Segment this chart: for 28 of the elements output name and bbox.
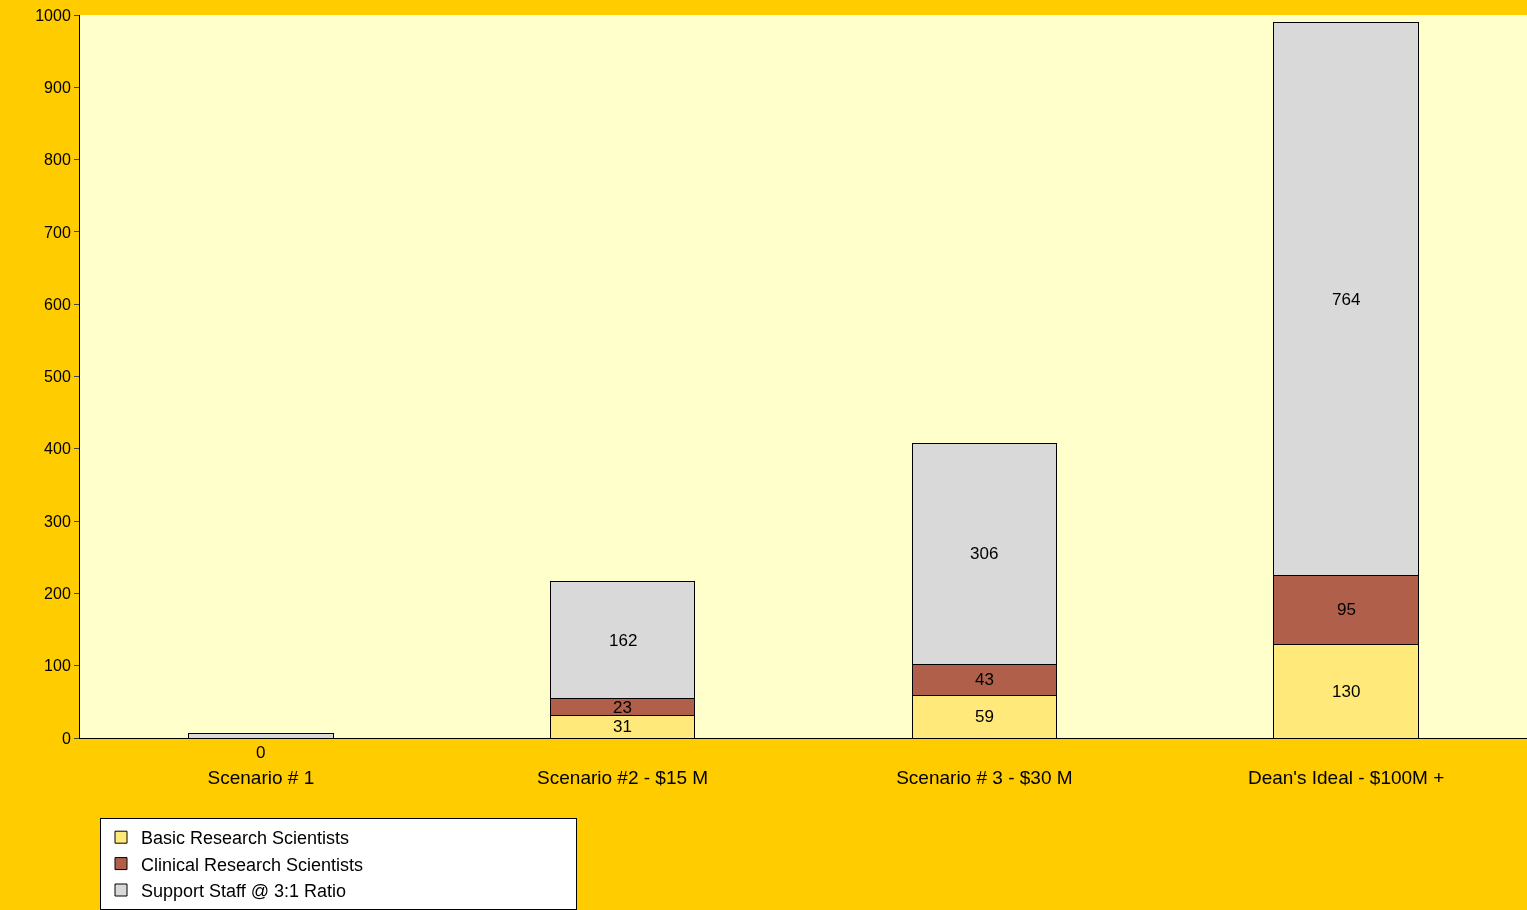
data-label: 306 xyxy=(970,544,999,563)
x-tick-label: Scenario # 1 xyxy=(207,766,315,788)
y-tick-label: 900 xyxy=(44,78,71,96)
y-tick-label: 200 xyxy=(44,585,71,602)
y-tick-label: 100 xyxy=(44,657,71,675)
data-label: 23 xyxy=(613,698,632,717)
x-tick-label: Scenario # 3 - $30 M xyxy=(896,766,1073,788)
data-label: 764 xyxy=(1332,290,1361,309)
data-label: 95 xyxy=(1337,600,1356,619)
legend-label: Clinical Research Scientists xyxy=(141,854,364,875)
data-label: 162 xyxy=(609,631,638,650)
x-tick-label: Dean's Ideal - $100M + xyxy=(1247,766,1445,788)
y-tick-label: 0 xyxy=(61,729,71,747)
y-tick-label: 600 xyxy=(44,295,71,313)
y-tick-label: 500 xyxy=(44,368,71,386)
legend-label: Support Staff @ 3:1 Ratio xyxy=(141,881,347,902)
y-tick-label: 1000 xyxy=(35,6,71,24)
y-tick-label: 300 xyxy=(44,512,71,530)
y-tick-label: 700 xyxy=(44,223,71,241)
y-tick-label: 800 xyxy=(44,151,71,169)
data-label: 43 xyxy=(975,670,994,689)
data-label: 0 xyxy=(256,743,266,762)
x-tick-label: Scenario #2 - $15 M xyxy=(537,766,709,788)
data-label: 130 xyxy=(1332,682,1361,701)
legend-label: Basic Research Scientists xyxy=(141,828,350,849)
data-label: 31 xyxy=(613,717,632,736)
y-tick-label: 400 xyxy=(44,440,71,458)
data-label: 59 xyxy=(975,707,994,726)
